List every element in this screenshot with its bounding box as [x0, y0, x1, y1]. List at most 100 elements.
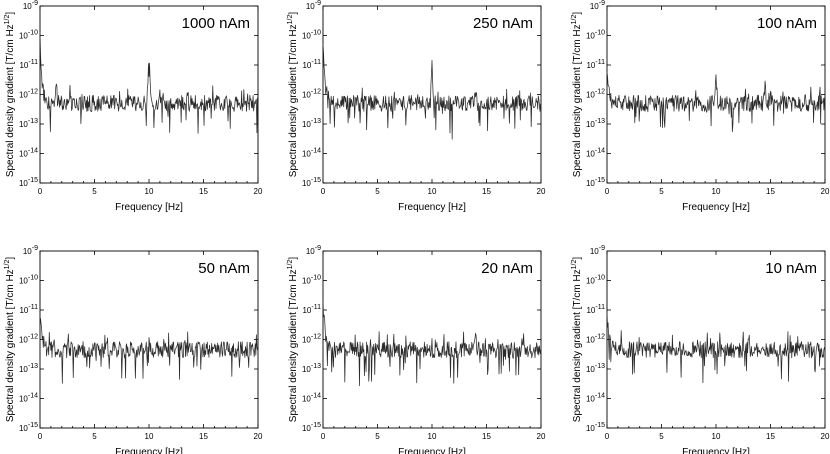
y-tick-label: 10-14 — [19, 148, 38, 159]
panel-4: 0 5 10 15 20 10-9 10-10 10-11 10-12 10-13 10-14 10-… — [4, 245, 263, 454]
panel-5: 0 5 10 15 20 10-9 10-10 10-11 10-12 10-13 10-14 10-… — [287, 245, 546, 454]
y-tick-label: 10-13 — [19, 118, 38, 129]
panel-3: 0 5 10 15 20 10-9 10-10 10-11 10-12 10-13 10-14 10-… — [571, 0, 830, 213]
panel-2: 0 5 10 15 20 10-9 10-10 10-11 10-12 10-13 10-14 10-… — [287, 0, 546, 213]
y-tick-label: 10-15 — [586, 422, 605, 433]
x-tick-label: 5 — [375, 432, 380, 441]
y-tick-label: 10-13 — [586, 118, 605, 129]
x-tick-label: 20 — [821, 187, 830, 196]
plot-frame — [606, 250, 826, 429]
plot-frame — [39, 5, 259, 184]
y-tick-label: 10-11 — [586, 304, 605, 315]
x-tick-label: 15 — [199, 187, 208, 196]
y-tick-label: 10-14 — [302, 393, 321, 404]
x-tick-label: 5 — [659, 187, 664, 196]
y-tick-label: 10-10 — [586, 30, 605, 41]
x-tick-label: 0 — [605, 187, 610, 196]
y-axis-label: Spectral density gradient [T/cm Hz1/2] — [571, 12, 583, 178]
x-tick-label: 20 — [537, 187, 546, 196]
x-tick-label: 0 — [605, 432, 610, 441]
x-tick-label: 20 — [821, 432, 830, 441]
y-axis-label: Spectral density gradient [T/cm Hz1/2] — [4, 257, 16, 423]
y-tick-label: 10-15 — [302, 177, 321, 188]
x-tick-label: 15 — [766, 187, 775, 196]
plot-frame — [322, 5, 542, 184]
y-tick-label: 10-13 — [302, 363, 321, 374]
panel-title: 50 nAm — [198, 260, 250, 277]
x-tick-label: 0 — [321, 187, 326, 196]
y-tick-label: 10-12 — [586, 89, 605, 100]
y-tick-label: 10-9 — [23, 245, 38, 256]
y-tick-label: 10-9 — [23, 0, 38, 11]
y-tick-label: 10-14 — [302, 148, 321, 159]
spectrum-line — [606, 311, 826, 384]
spectrum-line — [39, 318, 259, 384]
y-tick-label: 10-10 — [586, 275, 605, 286]
panel-6: 0 5 10 15 20 10-9 10-10 10-11 10-12 10-13 10-14 10-… — [571, 245, 830, 454]
y-tick-label: 10-9 — [590, 245, 605, 256]
y-tick-label: 10-13 — [302, 118, 321, 129]
panel-title: 250 nAm — [473, 15, 533, 32]
x-axis-label: Frequency [Hz] — [682, 202, 750, 213]
x-tick-label: 5 — [92, 187, 97, 196]
spectrum-line — [606, 71, 826, 133]
y-tick-label: 10-12 — [302, 89, 321, 100]
y-axis-label: Spectral density gradient [T/cm Hz1/2] — [287, 12, 299, 178]
x-tick-label: 15 — [199, 432, 208, 441]
y-tick-label: 10-15 — [586, 177, 605, 188]
y-tick-label: 10-10 — [302, 30, 321, 41]
y-tick-label: 10-13 — [19, 363, 38, 374]
panel-title: 100 nAm — [757, 15, 817, 32]
y-tick-label: 10-13 — [586, 363, 605, 374]
x-tick-label: 20 — [254, 432, 263, 441]
y-tick-label: 10-11 — [586, 59, 605, 70]
y-axis-label: Spectral density gradient [T/cm Hz1/2] — [571, 257, 583, 423]
y-tick-label: 10-12 — [19, 89, 38, 100]
y-tick-label: 10-12 — [19, 334, 38, 345]
x-axis-label: Frequency [Hz] — [115, 447, 183, 454]
x-tick-label: 0 — [321, 432, 326, 441]
y-tick-label: 10-15 — [19, 422, 38, 433]
panel-title: 1000 nAm — [182, 15, 250, 32]
y-tick-label: 10-11 — [19, 59, 38, 70]
x-axis-label: Frequency [Hz] — [682, 447, 750, 454]
y-tick-label: 10-11 — [19, 304, 38, 315]
plot-frame — [606, 5, 826, 184]
x-axis-label: Frequency [Hz] — [115, 202, 183, 213]
panel-title: 20 nAm — [481, 260, 533, 277]
x-tick-label: 0 — [38, 432, 43, 441]
y-tick-label: 10-11 — [302, 59, 321, 70]
x-tick-label: 5 — [92, 432, 97, 441]
x-axis-label: Frequency [Hz] — [398, 202, 466, 213]
y-tick-label: 10-14 — [19, 393, 38, 404]
y-tick-label: 10-9 — [306, 0, 321, 11]
y-tick-label: 10-15 — [302, 422, 321, 433]
spectrum-line — [322, 300, 542, 387]
panel-title: 10 nAm — [765, 260, 817, 277]
y-tick-label: 10-14 — [586, 148, 605, 159]
y-tick-label: 10-12 — [586, 334, 605, 345]
y-tick-label: 10-10 — [19, 30, 38, 41]
y-axis-label: Spectral density gradient [T/cm Hz1/2] — [4, 12, 16, 178]
spectrum-line — [39, 32, 259, 134]
x-tick-label: 10 — [428, 432, 437, 441]
x-tick-label: 0 — [38, 187, 43, 196]
x-tick-label: 5 — [375, 187, 380, 196]
x-tick-label: 15 — [482, 187, 491, 196]
panel-1: 0 5 10 15 20 10-9 10-10 10-11 10-12 10-13 10-14 10-… — [4, 0, 263, 213]
y-tick-label: 10-15 — [19, 177, 38, 188]
x-tick-label: 20 — [254, 187, 263, 196]
x-tick-label: 5 — [659, 432, 664, 441]
x-tick-label: 20 — [537, 432, 546, 441]
y-tick-label: 10-10 — [302, 275, 321, 286]
x-tick-label: 10 — [712, 187, 721, 196]
x-tick-label: 10 — [428, 187, 437, 196]
spectrum-line — [322, 43, 542, 140]
x-tick-label: 10 — [712, 432, 721, 441]
y-axis-label: Spectral density gradient [T/cm Hz1/2] — [287, 257, 299, 423]
y-tick-label: 10-11 — [302, 304, 321, 315]
y-tick-label: 10-10 — [19, 275, 38, 286]
x-tick-label: 10 — [145, 187, 154, 196]
x-tick-label: 10 — [145, 432, 154, 441]
